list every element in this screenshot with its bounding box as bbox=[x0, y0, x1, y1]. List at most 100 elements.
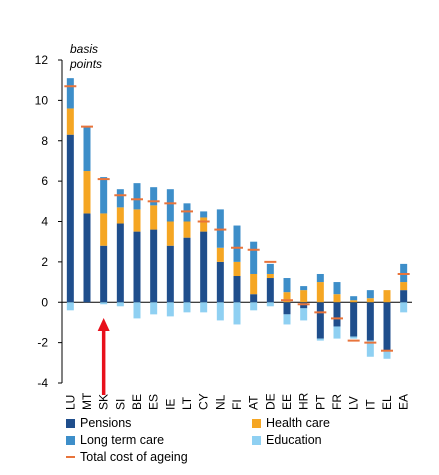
bar-long-term-care-pt bbox=[316, 273, 324, 283]
legend-swatch-health-care bbox=[252, 418, 261, 428]
total-markers-layer bbox=[64, 85, 410, 352]
bar-pensions-mt bbox=[83, 213, 91, 303]
bar-health-care-si bbox=[116, 207, 124, 224]
bar-long-term-care-hr bbox=[300, 286, 308, 291]
legend-label-pensions: Pensions bbox=[80, 416, 132, 430]
bar-long-term-care-ea bbox=[400, 263, 408, 283]
legend-swatch-pensions bbox=[66, 418, 75, 428]
x-tick-label-de: DE bbox=[263, 393, 277, 410]
bar-health-care-nl bbox=[216, 247, 224, 262]
bar-health-care-at bbox=[250, 273, 258, 295]
bar-long-term-care-at bbox=[250, 241, 258, 274]
bars-layer bbox=[66, 78, 408, 359]
legend-item-long-term-care: Long term care bbox=[66, 433, 164, 447]
bar-education-be bbox=[133, 302, 141, 319]
bar-pensions-it bbox=[366, 302, 374, 341]
bar-health-care-be bbox=[133, 209, 141, 232]
x-tick-label-ee: EE bbox=[280, 394, 294, 410]
y-tick-label: 4 bbox=[41, 215, 48, 229]
annotation-layer bbox=[97, 318, 110, 395]
bar-health-care-ie bbox=[166, 221, 174, 246]
bar-health-care-lu bbox=[66, 108, 74, 135]
x-tick-label-be: BE bbox=[130, 394, 144, 410]
x-tick-label-cy: CY bbox=[197, 393, 211, 410]
bar-education-it bbox=[366, 340, 374, 357]
bar-education-at bbox=[250, 302, 258, 311]
bar-education-de bbox=[266, 302, 274, 307]
legend-label-health-care: Health care bbox=[266, 416, 330, 430]
y-tick-label: 10 bbox=[35, 93, 49, 107]
x-tick-label-es: ES bbox=[147, 394, 161, 410]
bar-pensions-nl bbox=[216, 261, 224, 303]
legend-item-pensions: Pensions bbox=[66, 416, 131, 430]
bar-health-care-es bbox=[150, 205, 158, 230]
bar-health-care-lv bbox=[350, 300, 358, 303]
bar-pensions-ea bbox=[400, 290, 408, 303]
y-unit-label: points bbox=[69, 57, 102, 71]
bar-health-care-mt bbox=[83, 171, 91, 214]
y-tick-label: 2 bbox=[41, 255, 48, 269]
bar-long-term-care-lt bbox=[183, 203, 191, 222]
bar-pensions-si bbox=[116, 223, 124, 303]
bar-long-term-care-it bbox=[366, 290, 374, 299]
bar-long-term-care-cy bbox=[200, 211, 208, 218]
bar-education-ie bbox=[166, 302, 174, 317]
bar-long-term-care-ie bbox=[166, 189, 174, 222]
x-tick-label-ie: IE bbox=[163, 399, 177, 410]
bar-health-care-fi bbox=[233, 261, 241, 277]
x-tick-label-el: EL bbox=[380, 395, 394, 410]
x-tick-label-si: SI bbox=[113, 399, 127, 410]
legend-item-total-cost-of-ageing: Total cost of ageing bbox=[66, 450, 188, 464]
legend-label-total-cost-of-ageing: Total cost of ageing bbox=[80, 450, 188, 464]
bar-pensions-fr bbox=[333, 302, 341, 327]
bar-health-care-hr bbox=[300, 290, 308, 303]
legend-label-education: Education bbox=[266, 433, 322, 447]
x-tick-label-lt: LT bbox=[180, 396, 194, 410]
bar-education-es bbox=[150, 302, 158, 315]
y-tick-label: -2 bbox=[37, 336, 48, 350]
bar-pensions-de bbox=[266, 278, 274, 303]
y-tick-label: 0 bbox=[41, 295, 48, 309]
x-tick-label-sk: SK bbox=[97, 394, 111, 410]
bar-pensions-fi bbox=[233, 276, 241, 303]
bar-pensions-lv bbox=[350, 302, 358, 337]
bar-long-term-care-si bbox=[116, 189, 124, 208]
bar-pensions-be bbox=[133, 231, 141, 303]
bar-pensions-lt bbox=[183, 237, 191, 303]
bar-education-lv bbox=[350, 336, 358, 339]
bar-education-sk bbox=[100, 302, 108, 305]
x-tick-label-nl: NL bbox=[213, 394, 227, 410]
bar-long-term-care-sk bbox=[100, 177, 108, 214]
bar-long-term-care-mt bbox=[83, 126, 91, 172]
bar-long-term-care-de bbox=[266, 263, 274, 274]
bar-pensions-el bbox=[383, 302, 391, 351]
legend-item-education: Education bbox=[252, 433, 322, 447]
legend-label-long-term-care: Long term care bbox=[80, 433, 165, 447]
bar-pensions-ee bbox=[283, 302, 291, 315]
bar-education-fi bbox=[233, 302, 241, 325]
bar-health-care-it bbox=[366, 298, 374, 303]
bar-education-hr bbox=[300, 308, 308, 321]
bar-education-nl bbox=[216, 302, 224, 321]
bar-education-lt bbox=[183, 302, 191, 313]
y-tick-label: -4 bbox=[37, 376, 48, 390]
x-tick-label-mt: MT bbox=[80, 392, 94, 410]
bar-long-term-care-lu bbox=[66, 78, 74, 109]
bar-education-lu bbox=[66, 302, 74, 311]
bar-education-si bbox=[116, 302, 124, 307]
bar-pensions-at bbox=[250, 294, 258, 303]
bar-health-care-fr bbox=[333, 294, 341, 303]
bar-education-el bbox=[383, 350, 391, 359]
bar-pensions-pt bbox=[316, 302, 324, 339]
bar-education-pt bbox=[316, 338, 324, 341]
bar-education-ee bbox=[283, 314, 291, 325]
bar-pensions-es bbox=[150, 229, 158, 303]
legend-swatch-total-cost-of-ageing bbox=[66, 456, 75, 458]
y-tick-label: 6 bbox=[41, 174, 48, 188]
bar-long-term-care-nl bbox=[216, 209, 224, 248]
bar-education-cy bbox=[200, 302, 208, 313]
annotation-arrow-head bbox=[97, 318, 110, 331]
y-unit-label: basis bbox=[70, 42, 98, 56]
x-tick-label-at: AT bbox=[247, 395, 261, 410]
